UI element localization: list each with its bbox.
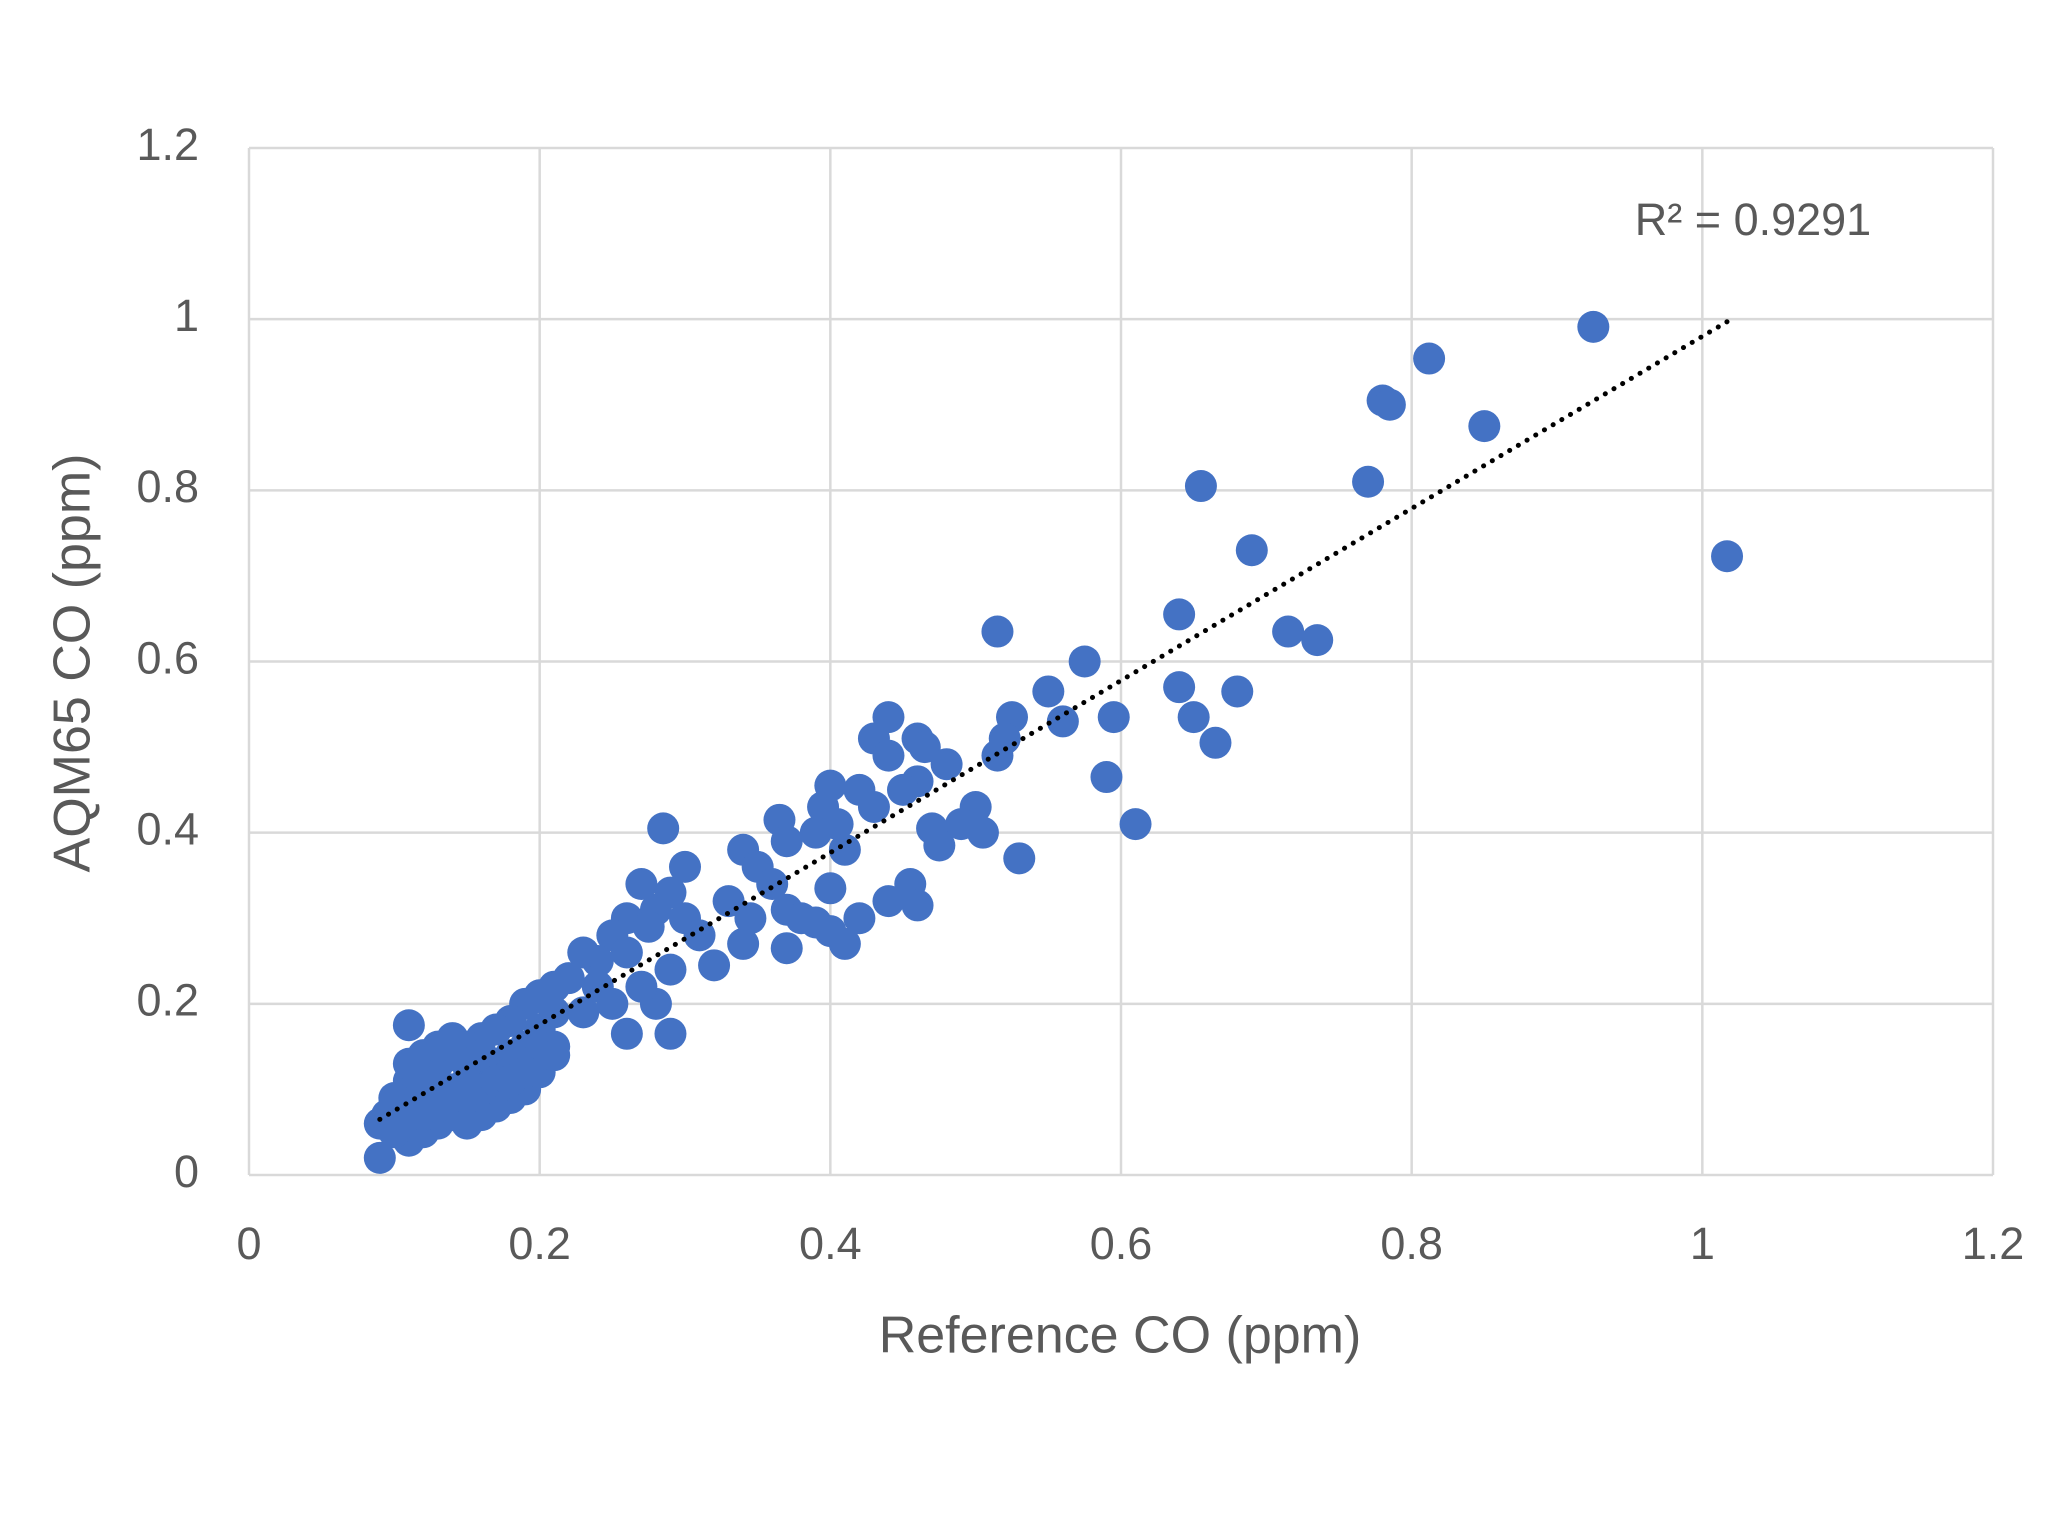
point: [908, 731, 941, 764]
point: [930, 748, 963, 781]
point: [567, 996, 600, 1029]
point: [1235, 534, 1268, 567]
x-tick-label: 0.8: [1380, 1218, 1443, 1269]
point: [799, 816, 832, 849]
y-tick-label: 1: [174, 290, 199, 341]
point: [857, 790, 890, 823]
point: [872, 885, 905, 918]
point: [1003, 842, 1036, 875]
point: [1413, 342, 1446, 375]
x-tick-label: 1: [1690, 1218, 1715, 1269]
point: [610, 1017, 643, 1050]
point: [509, 1056, 542, 1089]
point: [567, 936, 600, 969]
point: [727, 927, 760, 960]
point: [683, 919, 716, 952]
point: [1046, 705, 1079, 738]
point: [647, 812, 680, 845]
point: [1184, 470, 1217, 503]
point: [770, 825, 803, 858]
point: [872, 739, 905, 772]
x-tick-label: 0: [236, 1218, 261, 1269]
point: [734, 902, 767, 935]
y-tick-label: 0.2: [136, 975, 199, 1026]
point: [392, 1009, 425, 1042]
point: [1199, 726, 1232, 759]
point: [814, 872, 847, 905]
point: [1032, 675, 1065, 708]
point: [1577, 310, 1610, 343]
point: [625, 970, 658, 1003]
point: [1352, 465, 1385, 498]
point: [632, 910, 665, 943]
y-tick-label: 0.6: [136, 632, 199, 683]
point: [363, 1141, 396, 1174]
point: [698, 949, 731, 982]
point: [1373, 388, 1406, 421]
point: [1177, 701, 1210, 734]
point: [1090, 761, 1123, 794]
r-squared-annotation: R² = 0.9291: [1635, 194, 1871, 245]
x-tick-label: 1.2: [1962, 1218, 2025, 1269]
y-tick-label: 0: [174, 1146, 199, 1197]
point: [654, 1017, 687, 1050]
point: [1119, 808, 1152, 841]
point: [654, 953, 687, 986]
x-tick-label: 0.4: [799, 1218, 862, 1269]
trendline: [377, 316, 1734, 1122]
point: [887, 773, 919, 806]
point: [1163, 598, 1196, 631]
point: [625, 868, 658, 901]
point: [596, 987, 629, 1020]
point: [828, 833, 861, 866]
point: [901, 889, 934, 922]
y-axis-title: AQM65 CO (ppm): [44, 454, 102, 873]
x-tick-label: 0.2: [508, 1218, 571, 1269]
point: [843, 902, 876, 935]
point: [770, 932, 803, 965]
point: [923, 829, 956, 862]
point: [436, 1022, 469, 1055]
point: [1221, 675, 1254, 708]
point: [392, 1047, 425, 1080]
y-tick-label: 0.4: [136, 804, 199, 855]
y-tick-label: 1.2: [136, 119, 199, 170]
x-axis-title: Reference CO (ppm): [879, 1307, 1362, 1365]
point: [669, 850, 701, 883]
point: [1468, 410, 1501, 443]
point: [966, 816, 999, 849]
point: [828, 927, 861, 960]
y-tick-label: 0.8: [136, 461, 199, 512]
point: [981, 615, 1014, 648]
point: [1097, 701, 1130, 734]
point: [1711, 540, 1744, 573]
point: [610, 936, 643, 969]
point: [1068, 645, 1101, 678]
point: [1163, 671, 1196, 704]
point: [1272, 615, 1305, 648]
x-tick-label: 0.6: [1090, 1218, 1153, 1269]
point: [1301, 624, 1334, 657]
